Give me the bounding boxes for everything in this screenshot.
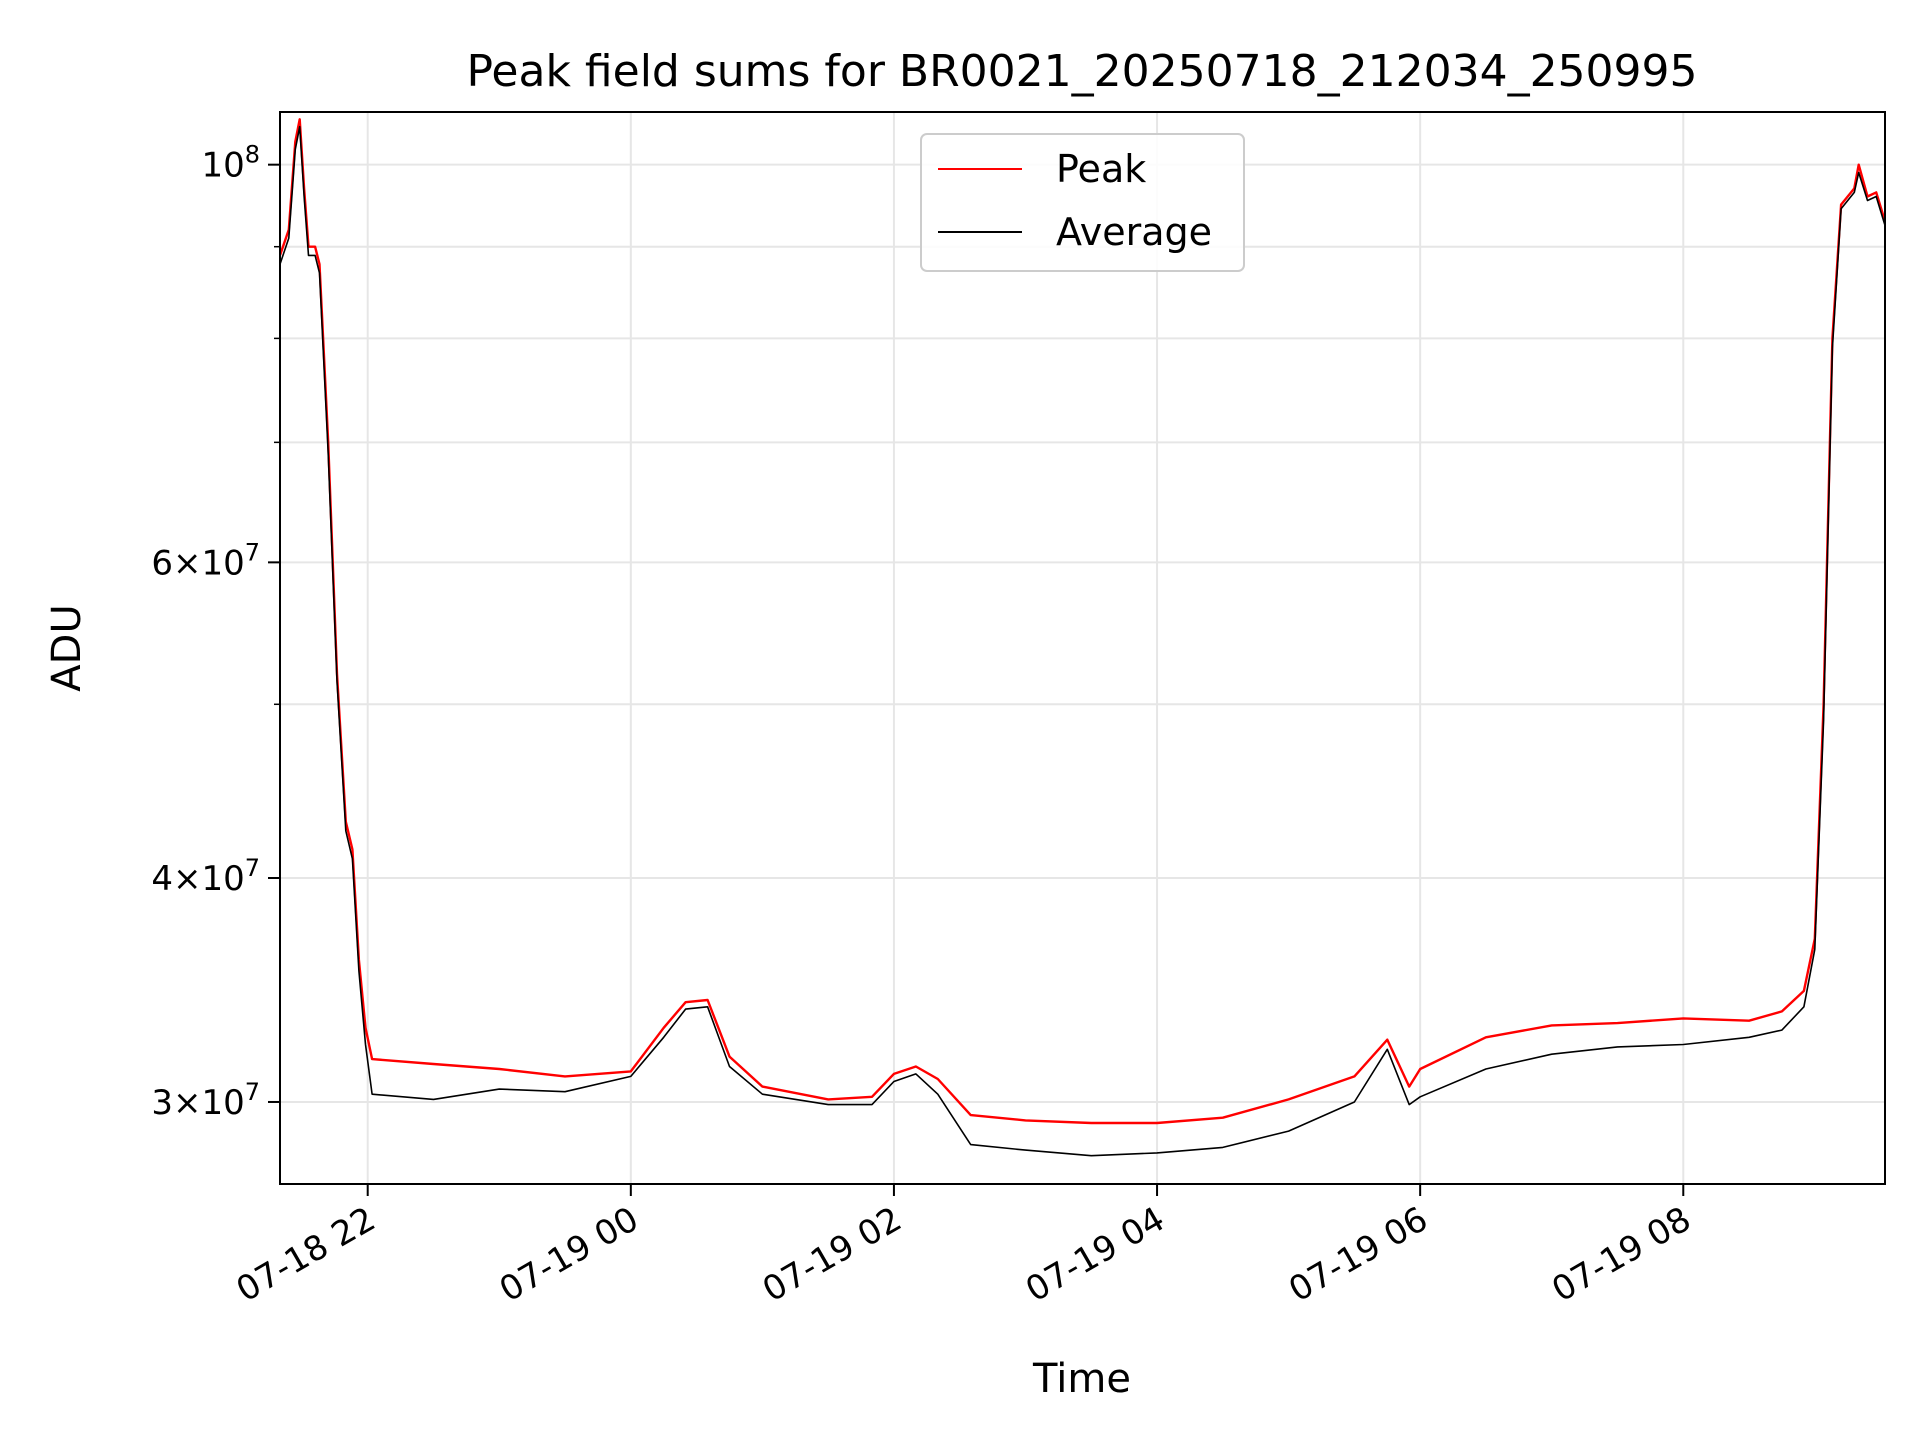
y-tick-label: 6×107 (151, 538, 260, 583)
plot-frame (279, 111, 1886, 1185)
legend: Peak Average (920, 133, 1245, 272)
series-layer (280, 118, 1885, 1157)
legend-label-average: Average (1056, 210, 1212, 254)
y-tick-label: 3×107 (151, 1078, 260, 1123)
chart-title: Peak field sums for BR0021_20250718_2120… (466, 46, 1697, 97)
y-tick-label: 108 (201, 141, 260, 186)
y-axis-label: ADU (44, 604, 90, 691)
x-axis-label: Time (1032, 1356, 1131, 1402)
y-tick-label: 4×107 (151, 854, 260, 899)
series-line-average (280, 125, 1885, 1157)
legend-label-peak: Peak (1056, 147, 1146, 191)
